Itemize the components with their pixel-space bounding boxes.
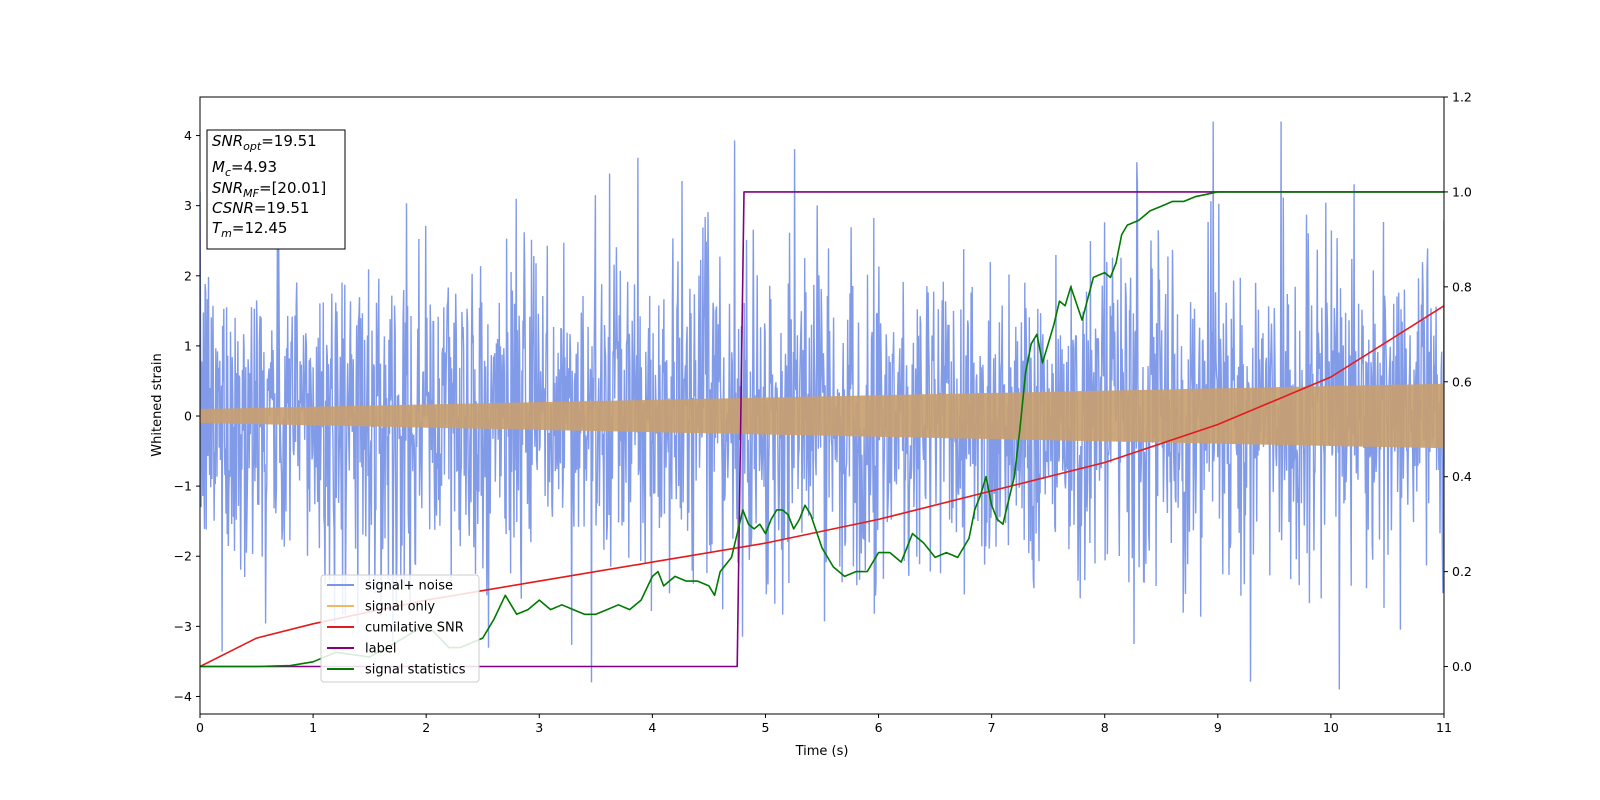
info-line: CSNR=19.51 [212,199,309,217]
x-tick-label: 3 [535,720,543,735]
x-tick-label: 4 [648,720,656,735]
y-tick-label: −3 [174,619,192,634]
y2-tick-label: 0.8 [1452,279,1472,294]
y2-tick-label: 1.2 [1452,90,1472,105]
y-tick-label: 3 [184,198,192,213]
info-symbol: M [212,158,225,176]
x-tick-label: 8 [1101,720,1109,735]
plot-frame [199,96,1445,715]
y2-tick-label: 0.0 [1452,659,1472,674]
info-box: SNRopt=19.51Mc=4.93SNRMF=[20.01]CSNR=19.… [206,129,346,250]
y-axis-right: 0.0 0.2 0.4 0.6 0.8 1.0 1.2 [1444,90,1472,674]
signal-noise-series [200,121,1444,690]
legend-label: signal+ noise [365,579,453,594]
info-line: Tm=12.45 [212,219,287,240]
x-tick-label: 1 [309,720,317,735]
info-line: Mc=4.93 [212,158,277,179]
x-tick-label: 0 [196,720,204,735]
info-line: SNRMF=[20.01] [212,179,326,200]
y-axis-title: Whitened strain [150,353,165,456]
info-symbol: T [212,219,223,237]
x-tick-label: 11 [1436,720,1452,735]
y-tick-label: 1 [184,338,192,353]
info-value: =[20.01] [259,179,326,197]
y-axis-left: −4 −3 −2 −1 0 1 2 3 4 [174,128,200,704]
info-subscript: m [221,227,232,240]
cumulative-snr-line [200,305,1444,668]
x-tick-label: 7 [988,720,996,735]
y2-tick-label: 0.2 [1452,564,1472,579]
legend-label: signal only [365,600,435,615]
legend-label: cumilative SNR [365,621,464,636]
legend-frame [320,574,480,683]
info-value: =4.93 [231,158,277,176]
signal-only-envelope [200,383,1444,449]
y2-tick-label: 0.4 [1452,469,1472,484]
y-tick-label: 4 [184,128,192,143]
info-box-frame [206,129,346,250]
info-symbol: SNR [212,132,243,150]
y2-tick-label: 1.0 [1452,184,1472,199]
info-symbol: SNR [212,179,243,197]
info-value: =19.51 [261,132,317,150]
info-line: SNRopt=19.51 [212,132,317,153]
info-subscript: opt [243,140,262,153]
x-tick-label: 2 [422,720,430,735]
info-subscript: c [225,166,231,179]
y2-tick-label: 0.6 [1452,374,1472,389]
x-axis-title: Time (s) [795,744,849,759]
signal-noise-line [200,121,1444,690]
legend-label: label [365,642,396,657]
y-tick-label: 2 [184,268,192,283]
legend-label: signal statistics [365,663,466,678]
info-subscript: MF [243,187,259,200]
y-tick-label: 0 [184,409,192,424]
y-tick-label: −2 [174,549,192,564]
x-tick-label: 9 [1214,720,1222,735]
y-tick-label: −1 [174,479,192,494]
y-tick-label: −4 [174,689,192,704]
signal-only-series [200,383,1444,449]
signal-statistics-line [200,191,1444,668]
x-tick-label: 5 [761,720,769,735]
info-symbol: CSNR [212,199,254,217]
x-tick-label: 6 [875,720,883,735]
x-tick-label: 10 [1323,720,1339,735]
info-value: =19.51 [254,199,310,217]
x-axis: 0 1 2 3 4 5 6 7 8 9 10 11 [196,714,1452,735]
info-value: =12.45 [232,219,288,237]
legend: signal+ noise signal only cumilative SNR la… [320,574,480,683]
